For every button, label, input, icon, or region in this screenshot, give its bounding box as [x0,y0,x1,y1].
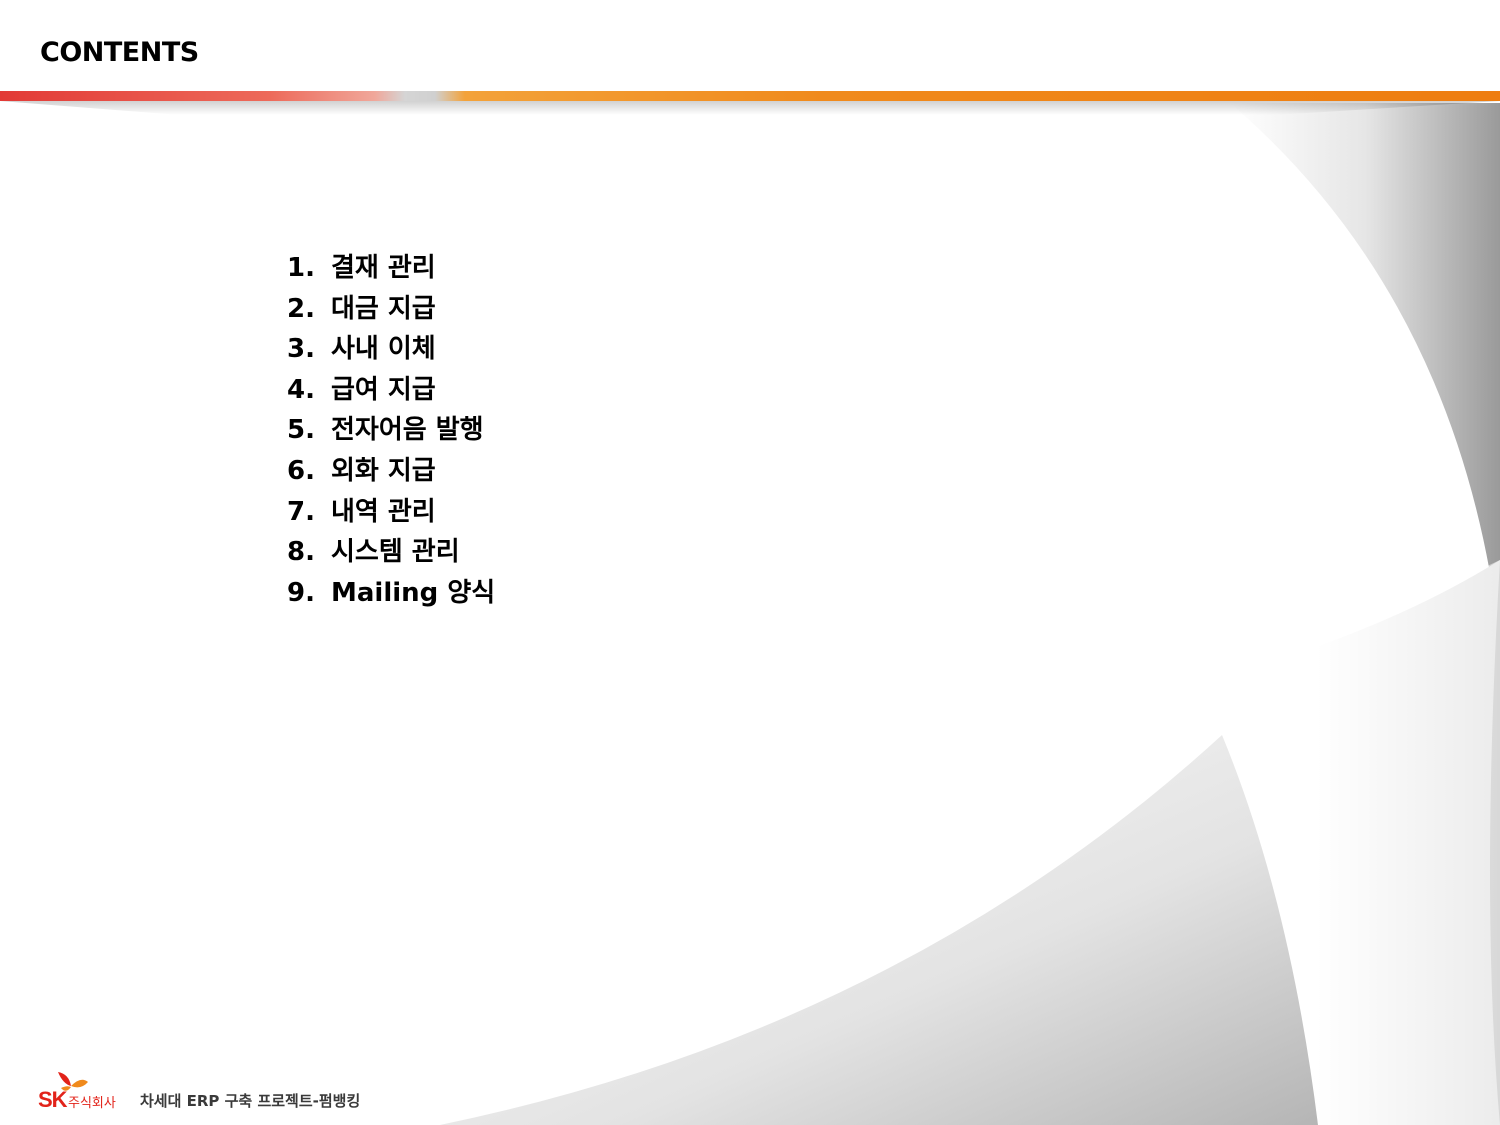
slide-title: CONTENTS [40,37,199,68]
toc-item-label: 사내 이체 [331,334,436,365]
toc-item: 7. 내역 관리 [287,491,495,532]
project-name: 차세대 ERP 구축 프로젝트-펌뱅킹 [140,1092,361,1110]
toc-item-label: 외화 지급 [331,455,436,486]
toc-item: 8. 시스템 관리 [287,531,495,572]
slide-footer: SK 주식회사 차세대 ERP 구축 프로젝트-펌뱅킹 [38,1070,360,1114]
toc-item-number: 2. [287,293,315,324]
header-divider-bar [0,91,1500,115]
toc-item: 6. 외화 지급 [287,450,495,491]
header-shadow [0,101,1500,115]
toc-item-label: 전자어음 발행 [331,415,484,446]
toc-item: 2. 대금 지급 [287,288,495,329]
toc-item-label: 급여 지급 [331,374,436,405]
toc-item-label: 결재 관리 [331,253,436,283]
toc-item: 3. 사내 이체 [287,328,495,369]
toc-item-number: 9. [287,577,315,608]
toc-item-number: 4. [287,374,315,405]
toc-item-label: 대금 지급 [331,293,436,324]
toc-item-label: 시스템 관리 [331,537,460,568]
toc-item-number: 3. [287,334,315,365]
toc-item-number: 5. [287,415,315,446]
sk-butterfly-icon [58,1072,88,1091]
company-type: 주식회사 [68,1096,116,1111]
table-of-contents: 1. 결재 관리 2. 대금 지급 3. 사내 이체 4. 급여 지급 5. 전… [287,247,495,612]
sk-logo-text: SK [38,1087,68,1112]
toc-item: 9. Mailing 양식 [287,572,495,613]
toc-item-label: Mailing 양식 [331,577,496,608]
toc-item: 4. 급여 지급 [287,369,495,410]
toc-item-number: 8. [287,537,315,568]
sk-logo: SK 주식회사 [38,1070,134,1114]
toc-item-number: 6. [287,455,315,486]
toc-item-number: 1. [287,253,315,283]
header-gradient-band [0,91,1500,101]
toc-item-number: 7. [287,496,315,527]
toc-item-label: 내역 관리 [331,496,436,527]
toc-item: 5. 전자어음 발행 [287,409,495,450]
toc-item: 1. 결재 관리 [287,247,495,288]
